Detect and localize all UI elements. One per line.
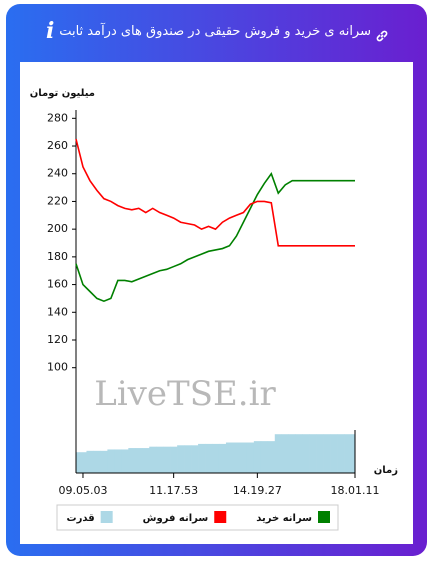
watermark: LiveTSE.ir <box>94 374 276 414</box>
area-bar <box>337 434 345 473</box>
y-tick-label: 220 <box>47 194 68 207</box>
area-bar <box>246 442 255 473</box>
legend-swatch <box>214 511 227 523</box>
area-bar <box>295 434 303 473</box>
x-tick-label: 09.05.03 <box>58 484 107 497</box>
area-bar <box>212 443 220 473</box>
area-bar <box>198 443 206 473</box>
area-bar <box>323 434 331 473</box>
area-bar <box>163 446 171 473</box>
area-bar <box>177 445 185 473</box>
legend-label: سرانه خرید <box>256 513 312 524</box>
y-axis-label: میلیون تومان <box>30 88 95 99</box>
y-tick-label: 200 <box>47 222 68 235</box>
x-axis-label: زمان <box>374 465 398 476</box>
area-bar <box>281 434 290 473</box>
area-bar <box>302 434 310 473</box>
area-bar <box>135 448 143 473</box>
area-bar <box>149 446 157 473</box>
x-tick-label: 14.19.27 <box>233 484 282 497</box>
y-tick-label: 140 <box>47 305 68 318</box>
area-bar <box>79 452 87 473</box>
area-bar <box>156 446 164 473</box>
area-bar <box>184 445 192 473</box>
y-tick-label: 120 <box>47 333 68 346</box>
y-tick-label: 280 <box>47 111 68 124</box>
chart-title: سرانه ی خرید و فروش حقیقی در صندوق های د… <box>59 24 371 39</box>
area-bar <box>107 449 115 473</box>
y-tick-label: 180 <box>47 250 68 263</box>
area-bar <box>351 434 356 473</box>
x-tick-label: 11.17.53 <box>149 484 198 497</box>
area-bar <box>344 434 352 473</box>
y-tick-label: 260 <box>47 139 68 152</box>
area-bar <box>232 442 241 473</box>
area-bar <box>274 434 283 473</box>
area-bar <box>86 450 94 473</box>
area-bar <box>253 441 262 473</box>
area-bar <box>142 448 150 473</box>
area-bar <box>121 449 129 473</box>
link-icon <box>376 30 388 42</box>
legend-label: قدرت <box>67 513 95 524</box>
area-bar <box>218 443 227 473</box>
line <box>75 138 355 247</box>
header: i سرانه ی خرید و فروش حقیقی در صندوق های… <box>6 4 427 62</box>
area-bar <box>76 452 80 473</box>
area-bar <box>100 450 108 473</box>
y-tick-label: 100 <box>47 361 68 374</box>
area-bar <box>170 446 178 473</box>
legend-swatch <box>318 511 330 523</box>
area-bar <box>191 445 199 473</box>
legend-swatch <box>100 511 113 523</box>
area-bar <box>239 442 248 473</box>
area-bar <box>93 450 101 473</box>
info-icon[interactable]: i <box>46 18 55 44</box>
area-bar <box>330 434 338 473</box>
area-bar <box>316 434 324 473</box>
area-bar <box>205 443 213 473</box>
area-bar <box>114 449 122 473</box>
area-bar <box>128 448 136 473</box>
area-bar <box>267 441 276 473</box>
area-bar <box>225 442 234 473</box>
y-tick-label: 240 <box>47 167 68 180</box>
area-bar <box>309 434 317 473</box>
area-bar <box>288 434 297 473</box>
line <box>75 172 355 303</box>
area-bar <box>260 441 269 473</box>
legend-label: سرانه فروش <box>143 513 209 524</box>
x-tick-label: 18.01.11 <box>331 484 380 497</box>
y-tick-label: 160 <box>47 278 68 291</box>
